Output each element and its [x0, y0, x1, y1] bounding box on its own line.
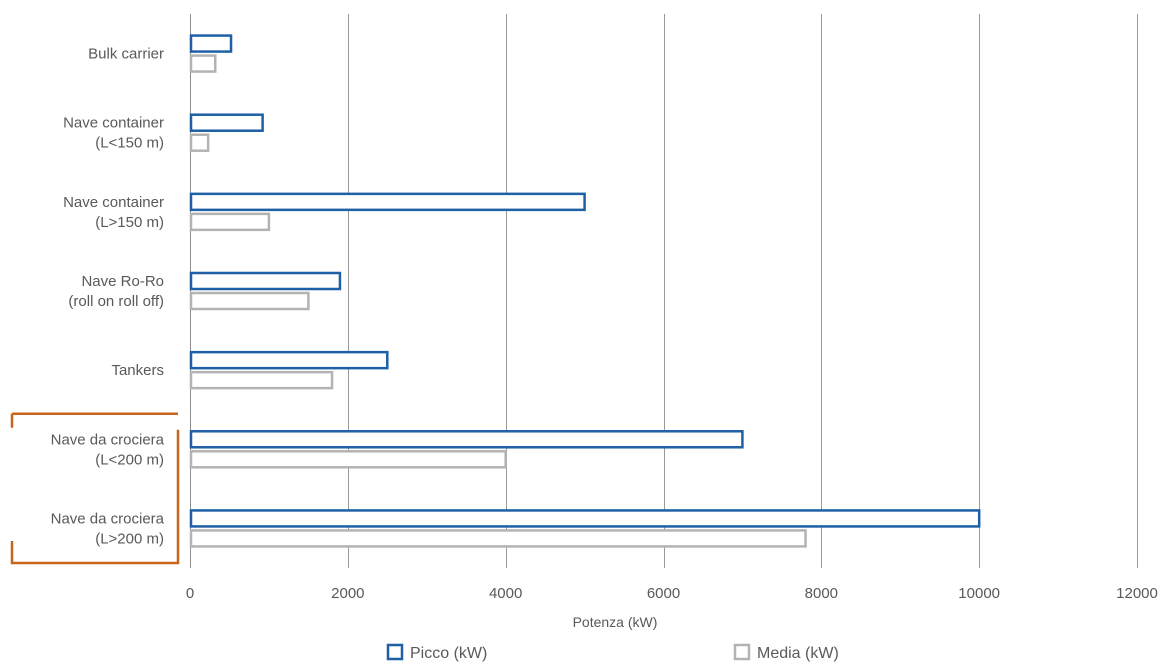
- bar-media: [189, 133, 210, 152]
- category-label: Nave da crociera: [51, 431, 165, 448]
- x-tick-label: 12000: [1116, 585, 1158, 602]
- x-tick-label: 4000: [489, 585, 522, 602]
- bar-media: [189, 370, 334, 390]
- category-labels: Bulk carrier Nave container (L<150 m) Nave …: [51, 46, 165, 548]
- bar-picco: [189, 113, 264, 132]
- bar-picco: [189, 509, 981, 528]
- gridlines: [190, 14, 1138, 568]
- bar-media: [189, 529, 807, 548]
- legend-swatch-media: [733, 643, 751, 661]
- category-label: Nave container: [63, 115, 164, 132]
- bar-picco: [189, 271, 342, 291]
- x-axis-title: Potenza (kW): [573, 614, 658, 630]
- x-tick-label: 0: [186, 585, 194, 602]
- highlight-bracket: [10, 412, 180, 565]
- bar-picco: [189, 34, 233, 53]
- category-label: (L>150 m): [95, 214, 164, 231]
- category-label: (L<150 m): [95, 135, 164, 152]
- category-label: (L<200 m): [95, 451, 164, 468]
- bar-picco: [189, 430, 744, 449]
- legend-swatch-picco: [386, 643, 404, 661]
- x-tick-label: 6000: [647, 585, 680, 602]
- legend-label-media: Media (kW): [757, 645, 839, 662]
- bar-media: [189, 291, 310, 311]
- bar-media: [189, 450, 507, 469]
- bar-media: [189, 212, 271, 232]
- bar-picco: [189, 350, 389, 370]
- category-label: Nave da crociera: [51, 510, 165, 527]
- category-label: Nave Ro-Ro: [81, 273, 164, 290]
- category-label: (L>200 m): [95, 530, 164, 547]
- x-tick-label: 10000: [958, 585, 1000, 602]
- legend: Picco (kW) Media (kW): [386, 643, 839, 662]
- category-label: Tankers: [111, 362, 164, 379]
- category-label: Nave container: [63, 194, 164, 211]
- x-tick-labels: 0 2000 4000 6000 8000 10000 12000: [186, 585, 1158, 602]
- x-tick-label: 2000: [331, 585, 364, 602]
- category-label: (roll on roll off): [68, 293, 164, 310]
- bars: [189, 34, 981, 548]
- category-label: Bulk carrier: [88, 46, 164, 63]
- x-tick-label: 8000: [805, 585, 838, 602]
- legend-label-picco: Picco (kW): [410, 645, 487, 662]
- bar-media: [189, 54, 217, 73]
- bar-picco: [189, 192, 586, 212]
